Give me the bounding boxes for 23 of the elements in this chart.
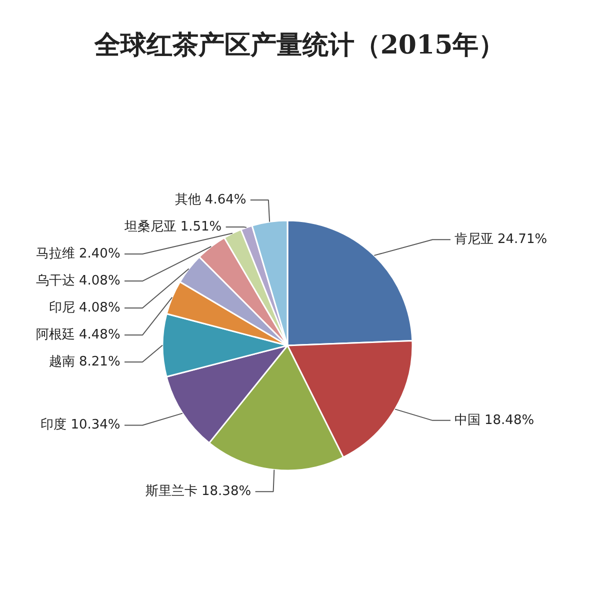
data-label: 18.38% bbox=[202, 484, 252, 500]
data-label: 4.08% bbox=[79, 274, 120, 289]
data-label: 8.21% bbox=[79, 354, 120, 370]
slice-label: 阿根廷 bbox=[36, 328, 75, 343]
slice-label: 乌干达 bbox=[36, 274, 75, 289]
chart-title: 全球红茶产区产量统计（2015年） bbox=[93, 30, 505, 60]
slice-label: 中国 bbox=[454, 412, 480, 428]
slice-label: 其他 bbox=[174, 192, 201, 208]
slice-label: 肯尼亚 bbox=[454, 232, 494, 248]
data-label: 4.08% bbox=[79, 300, 120, 316]
data-label: 2.40% bbox=[79, 246, 120, 262]
slice-label: 印度 bbox=[40, 416, 67, 433]
slice-label: 马拉维 bbox=[36, 246, 75, 262]
data-label: 4.48% bbox=[79, 328, 120, 343]
slice-label: 越南 bbox=[49, 354, 75, 370]
data-label: 1.51% bbox=[180, 220, 222, 235]
data-label: 4.64% bbox=[204, 192, 246, 208]
slice-label: 坦桑尼亚 bbox=[123, 220, 176, 235]
data-label: 10.34% bbox=[70, 418, 120, 433]
data-label: 18.48% bbox=[484, 412, 534, 428]
slice-label: 斯里兰卡 bbox=[146, 484, 198, 500]
data-label: 24.71% bbox=[498, 232, 548, 248]
slice-label: 印尼 bbox=[49, 300, 75, 316]
